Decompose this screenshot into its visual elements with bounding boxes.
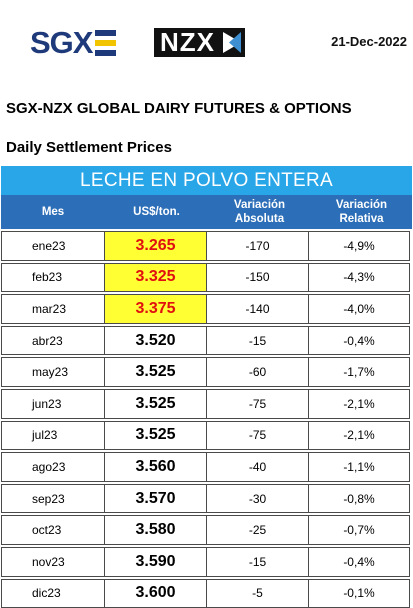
cell-variacion-relativa: -1,7%	[308, 357, 410, 387]
cell-variacion-relativa: -2,1%	[308, 420, 410, 451]
page-subtitle: Daily Settlement Prices	[6, 139, 172, 156]
table-row: nov23 3.590 -15 -0,4%	[1, 546, 412, 577]
table-row: mar23 3.375 -140 -4,0%	[1, 294, 412, 324]
header-var-abs-line1: Variación	[233, 199, 286, 211]
header-var-rel-line1: Variación	[335, 199, 388, 211]
cell-variacion-absoluta: -150	[206, 262, 309, 293]
cell-variacion-absoluta: -75	[206, 388, 309, 419]
cell-variacion-absoluta: -40	[206, 452, 309, 482]
cell-precio: 3.525	[104, 388, 207, 419]
cell-precio: 3.580	[104, 515, 207, 545]
cell-variacion-relativa: -0,4%	[308, 546, 410, 577]
cell-variacion-absoluta: -5	[206, 578, 309, 608]
cell-variacion-relativa: -2,1%	[308, 388, 410, 419]
header-var-abs-line2: Absoluta	[234, 213, 285, 225]
cell-variacion-relativa: -4,3%	[308, 262, 410, 293]
table-row: abr23 3.520 -15 -0,4%	[1, 325, 412, 356]
table-row: sep23 3.570 -30 -0,8%	[1, 483, 412, 514]
nzx-logo: NZX	[154, 28, 245, 57]
table-row: ago23 3.560 -40 -1,1%	[1, 452, 412, 482]
cell-mes: dic23	[1, 578, 105, 608]
header-precio: US$/ton.	[133, 206, 180, 218]
cell-mes: may23	[1, 357, 105, 387]
table-row: ene23 3.265 -170 -4,9%	[1, 231, 412, 261]
cell-variacion-absoluta: -75	[206, 420, 309, 451]
table-row: feb23 3.325 -150 -4,3%	[1, 262, 412, 293]
cell-variacion-absoluta: -15	[206, 546, 309, 577]
header-variacion-relativa: Variación Relativa	[311, 195, 412, 229]
cell-mes: feb23	[1, 262, 105, 293]
table-body: ene23 3.265 -170 -4,9% feb23 3.325 -150 -4,3% ma…	[1, 231, 412, 608]
sgx-logo-text: SGX	[30, 25, 93, 60]
cell-precio: 3.600	[104, 578, 207, 608]
page-title: SGX-NZX GLOBAL DAIRY FUTURES & OPTIONS	[6, 100, 352, 117]
cell-precio: 3.570	[104, 483, 207, 514]
cell-precio: 3.525	[104, 420, 207, 451]
cell-variacion-absoluta: -30	[206, 483, 309, 514]
cell-mes: abr23	[1, 325, 105, 356]
cell-variacion-relativa: -0,8%	[308, 483, 410, 514]
sgx-logo-bars	[95, 28, 117, 58]
nzx-logo-text: NZX	[154, 28, 219, 57]
cell-variacion-relativa: -0,7%	[308, 515, 410, 545]
cell-precio: 3.525	[104, 357, 207, 387]
cell-variacion-absoluta: -60	[206, 357, 309, 387]
cell-variacion-relativa: -0,1%	[308, 578, 410, 608]
table-row: oct23 3.580 -25 -0,7%	[1, 515, 412, 545]
logo-bar: SGX NZX	[30, 26, 410, 62]
table-header: Mes US$/ton. Variación Absoluta Variación…	[1, 195, 412, 229]
cell-precio: 3.325	[104, 262, 207, 293]
cell-mes: nov23	[1, 546, 105, 577]
sgx-logo: SGX	[30, 25, 117, 60]
table-row: jul23 3.525 -75 -2,1%	[1, 420, 412, 451]
cell-mes: mar23	[1, 294, 105, 324]
cell-variacion-relativa: -4,0%	[308, 294, 410, 324]
header-variacion-absoluta: Variación Absoluta	[208, 195, 311, 229]
settlement-table: LECHE EN POLVO ENTERA Mes US$/ton. Varia…	[1, 166, 412, 608]
cell-mes: ene23	[1, 231, 105, 261]
product-banner: LECHE EN POLVO ENTERA	[1, 166, 412, 195]
cell-precio: 3.265	[104, 231, 207, 261]
cell-mes: jun23	[1, 388, 105, 419]
header-var-rel-line2: Relativa	[339, 213, 384, 225]
cell-variacion-relativa: -4,9%	[308, 231, 410, 261]
cell-mes: ago23	[1, 452, 105, 482]
cell-variacion-relativa: -0,4%	[308, 325, 410, 356]
cell-variacion-relativa: -1,1%	[308, 452, 410, 482]
cell-mes: sep23	[1, 483, 105, 514]
cell-mes: oct23	[1, 515, 105, 545]
cell-variacion-absoluta: -25	[206, 515, 309, 545]
table-row: jun23 3.525 -75 -2,1%	[1, 388, 412, 419]
cell-precio: 3.560	[104, 452, 207, 482]
header-mes: Mes	[41, 206, 65, 218]
cell-precio: 3.590	[104, 546, 207, 577]
table-row: dic23 3.600 -5 -0,1%	[1, 578, 412, 608]
cell-variacion-absoluta: -170	[206, 231, 309, 261]
nzx-logo-mark	[219, 28, 245, 57]
report-date: 21-Dec-2022	[331, 34, 407, 49]
cell-variacion-absoluta: -140	[206, 294, 309, 324]
cell-mes: jul23	[1, 420, 105, 451]
cell-precio: 3.375	[104, 294, 207, 324]
cell-variacion-absoluta: -15	[206, 325, 309, 356]
cell-precio: 3.520	[104, 325, 207, 356]
table-row: may23 3.525 -60 -1,7%	[1, 357, 412, 387]
